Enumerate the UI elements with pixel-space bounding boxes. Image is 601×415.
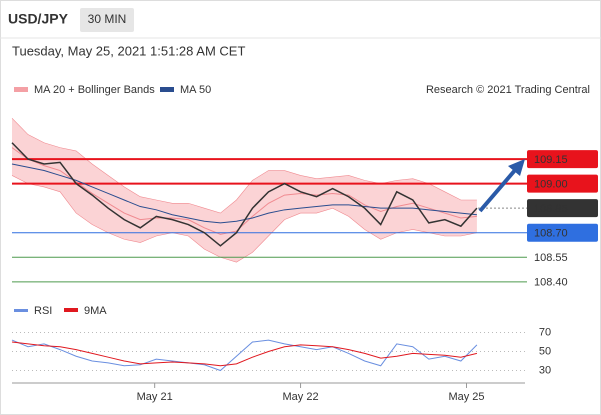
legend-swatch [14, 87, 28, 92]
series-line [11, 341, 478, 367]
level-label: 108.70 [534, 228, 568, 240]
legend-swatch [64, 308, 78, 312]
legend-label: MA 20 + Bollinger Bands [34, 84, 155, 96]
symbol: USD/JPY [8, 11, 69, 27]
x-tick-label: May 21 [137, 391, 173, 403]
legend-label: 9MA [84, 305, 107, 317]
level-label: 108.55 [534, 252, 568, 264]
arrow-shaft [478, 167, 518, 213]
y-tick-label: 70 [539, 326, 551, 338]
interval[interactable]: 30 MIN [88, 12, 127, 26]
level-box [527, 223, 598, 242]
x-tick-label: May 25 [448, 391, 484, 403]
date: Tuesday, May 25, 2021 1:51:28 AM CET [12, 43, 245, 58]
legend-swatch [160, 87, 174, 92]
level-label: 108.40 [534, 277, 568, 289]
level-label: 109.15 [534, 154, 568, 166]
legend-label: MA 50 [180, 84, 211, 96]
series-line [11, 339, 478, 372]
interval-box[interactable] [80, 8, 134, 32]
level-label: 108.85 [534, 203, 568, 215]
level-box [527, 199, 598, 218]
credit: Research © 2021 Trading Central [426, 84, 590, 96]
x-tick-label: May 22 [283, 391, 319, 403]
y-tick-label: 30 [539, 364, 551, 376]
series-line [11, 142, 478, 247]
level-label: 109.00 [534, 179, 568, 191]
band-middle [11, 147, 477, 235]
band-upper [11, 117, 477, 214]
level-box [527, 150, 598, 169]
arrow-head [508, 159, 525, 176]
level-box [527, 174, 598, 193]
y-tick-label: 50 [539, 345, 551, 357]
legend-label: RSI [34, 305, 52, 317]
legend-swatch [14, 309, 28, 312]
forecast-arrow [478, 159, 525, 213]
